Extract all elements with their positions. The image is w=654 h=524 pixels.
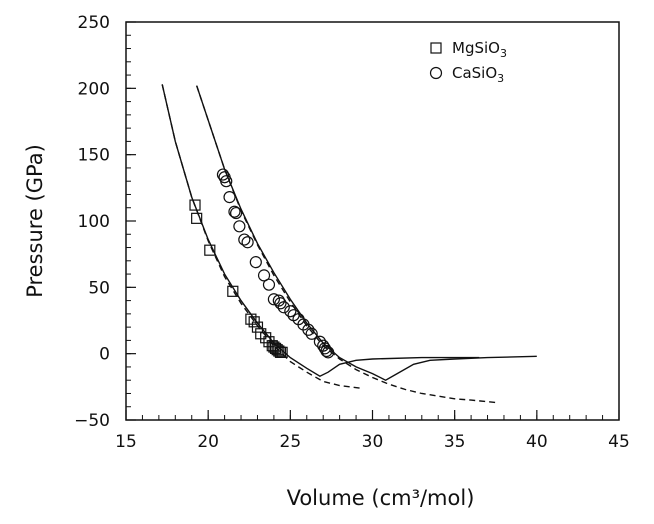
y-axis-title: Pressure (GPa) — [23, 144, 47, 298]
x-tick-label: 25 — [280, 432, 302, 452]
fit-curves — [161, 84, 537, 404]
mgsio3-point — [251, 321, 264, 333]
mgsio3-point — [245, 313, 257, 325]
casio3-point — [228, 205, 241, 218]
x-tick-label: 40 — [526, 432, 548, 452]
casio3-point — [220, 175, 233, 188]
y-tick-label: 250 — [78, 13, 110, 33]
x-axis-title: Volume (cm³/mol) — [287, 486, 475, 510]
mgsio3-point — [260, 332, 272, 344]
casio3-point — [274, 297, 287, 310]
y-tick-label: 200 — [78, 79, 110, 99]
casio3-point — [223, 191, 236, 204]
casio3-point — [249, 256, 262, 269]
x-tick-label: 45 — [608, 432, 630, 452]
legend: MgSiO3 CaSiO3 — [429, 39, 507, 85]
mgsio3-point — [191, 212, 203, 224]
legend-marker-mgsio3 — [430, 42, 442, 54]
casio3-point — [257, 269, 271, 282]
casio3-point — [267, 293, 280, 306]
casio3-point — [238, 233, 251, 246]
dashed-fit-curve — [161, 84, 362, 389]
legend-marker-casio3 — [429, 66, 443, 80]
x-tick-label: 20 — [197, 432, 219, 452]
legend-label-casio3: CaSiO3 — [452, 64, 504, 85]
casio3-point — [320, 344, 333, 358]
y-tick-label: 50 — [88, 278, 110, 298]
casio3-point — [305, 327, 318, 340]
data-points — [189, 168, 335, 359]
plot-frame — [125, 21, 620, 421]
y-tick-label: 150 — [78, 146, 110, 166]
y-tick-label: 0 — [99, 345, 110, 365]
casio3-point — [241, 236, 254, 249]
solid-fit-curve — [161, 84, 480, 377]
x-tick-label: 35 — [444, 432, 466, 452]
mgsio3-point — [189, 199, 201, 211]
mgsio3-point — [276, 346, 288, 358]
x-tick-label: 15 — [115, 432, 137, 452]
casio3-point — [277, 301, 290, 314]
casio3-point — [322, 346, 335, 359]
mgsio3-point — [227, 285, 239, 297]
casio3-point — [233, 220, 246, 233]
mgsio3-point — [204, 244, 216, 256]
casio3-point — [284, 305, 297, 318]
legend-label-mgsio3: MgSiO3 — [452, 39, 507, 60]
y-tick-label: 100 — [78, 212, 110, 232]
x-tick-label: 30 — [362, 432, 384, 452]
y-tick-label: −50 — [74, 411, 110, 431]
tick-labels: 15 20 25 30 35 40 45 −50 0 50 100 150 200 250 — [74, 13, 630, 452]
casio3-point — [216, 168, 230, 181]
major-ticks — [125, 21, 620, 421]
solid-fit-curve — [196, 85, 537, 381]
casio3-point — [302, 323, 315, 336]
casio3-point — [262, 278, 276, 291]
casio3-point — [318, 342, 331, 355]
mgsio3-point — [273, 345, 285, 357]
casio3-point — [230, 206, 243, 220]
minor-ticks — [125, 21, 620, 421]
